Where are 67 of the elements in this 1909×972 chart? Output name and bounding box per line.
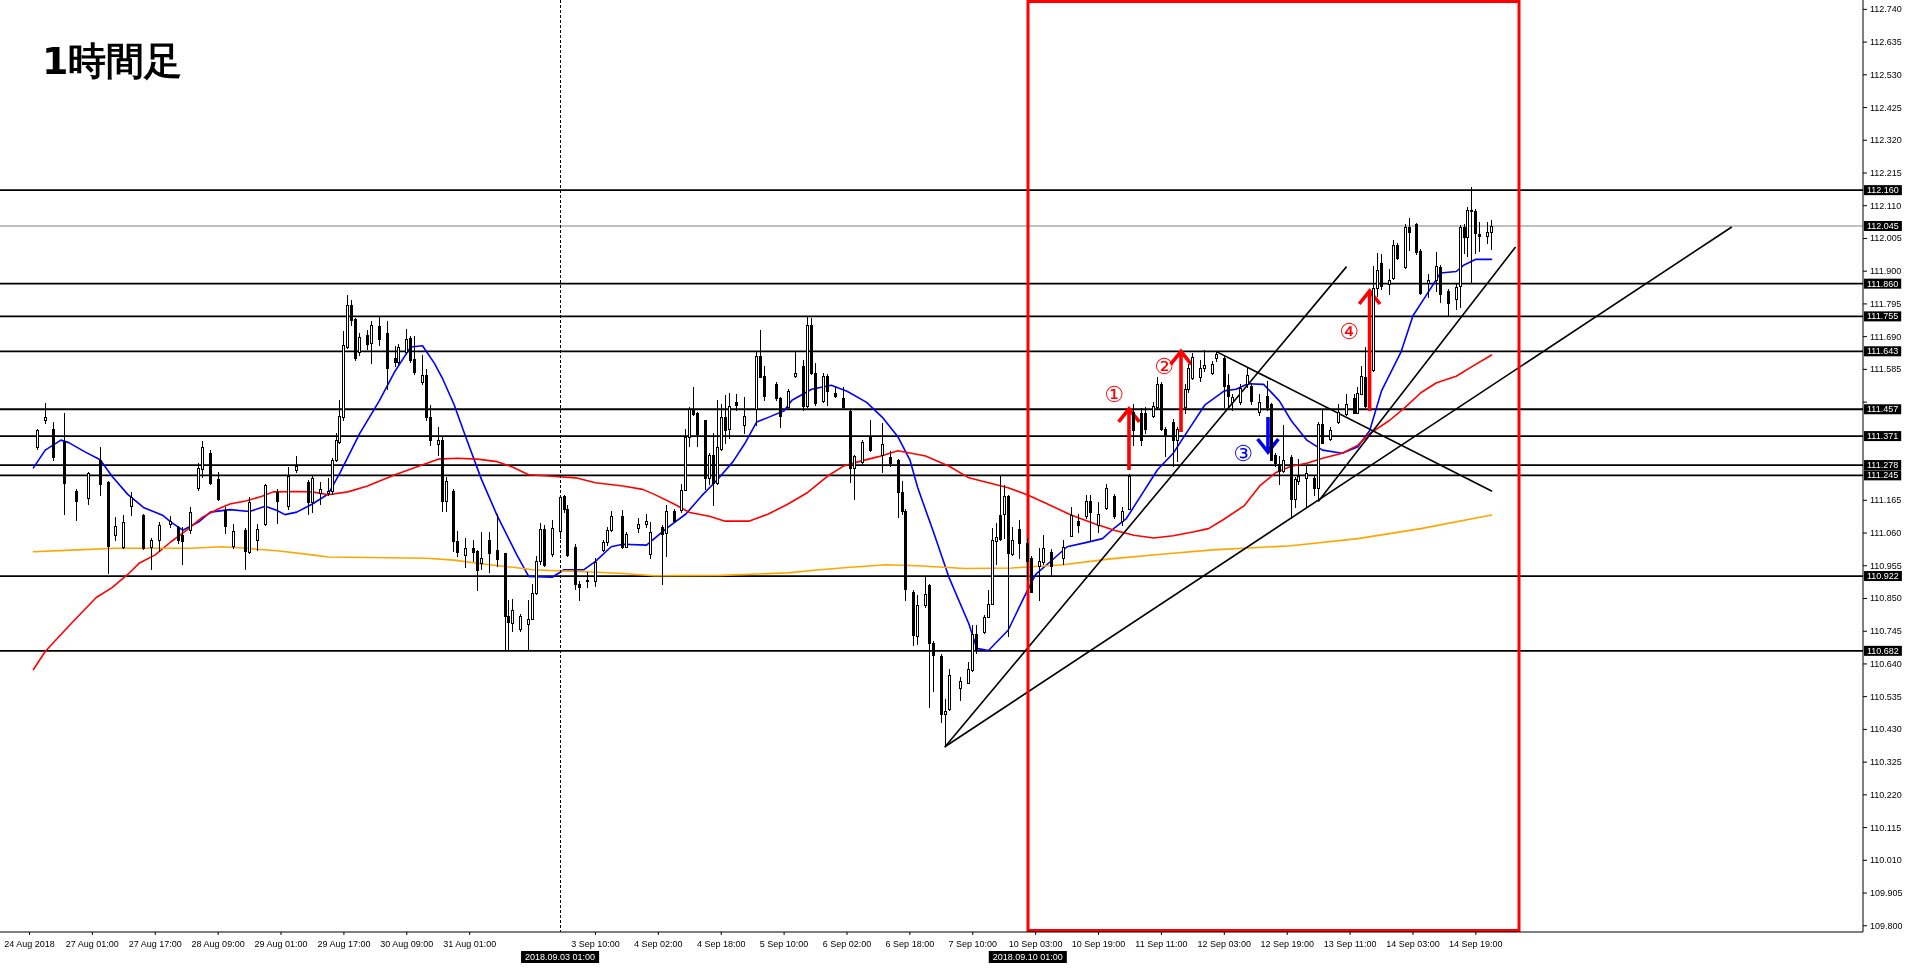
ref-line-label: 112.160 [1867, 185, 1899, 196]
x-tick-label: 4 Sep 18:00 [696, 939, 746, 949]
x-tick-label: 28 Aug 09:00 [191, 939, 245, 949]
y-tick-label: 112.635 [1870, 37, 1902, 48]
x-tick-label: 13 Sep 11:00 [1323, 939, 1377, 949]
x-tick-label: 6 Sep 18:00 [885, 939, 935, 949]
y-tick-label: 111.795 [1870, 298, 1902, 309]
ref-line-label: 111.860 [1867, 278, 1899, 289]
x-tick-label: 24 Aug 2018 [4, 939, 55, 949]
x-tick-label: 3 Sep 10:00 [571, 939, 620, 949]
text: 1時間足 [42, 39, 183, 83]
x-tick-label: 31 Aug 01:00 [443, 939, 497, 949]
x-tick-label: 11 Sep 11:00 [1135, 939, 1188, 949]
y-tick-label: 110.010 [1870, 855, 1902, 866]
x-tick-label: 29 Aug 01:00 [254, 939, 308, 949]
y-tick-label: 110.850 [1870, 593, 1902, 604]
x-tick-label: 10 Sep 19:00 [1071, 939, 1126, 949]
annotation: ③ [1233, 440, 1253, 466]
y-tick-label: 112.530 [1870, 69, 1902, 80]
y-tick-label: 111.900 [1870, 266, 1902, 277]
x-tick-label: 29 Aug 17:00 [317, 939, 371, 949]
y-tick-label: 112.740 [1870, 4, 1902, 15]
y-tick-label: 110.220 [1870, 789, 1902, 800]
x-tick-label: 4 Sep 02:00 [634, 939, 683, 949]
annotation: ② [1154, 353, 1174, 379]
x-tick-label: 10 Sep 03:00 [1008, 939, 1063, 949]
y-tick-label: 110.745 [1870, 626, 1902, 637]
y-tick-label: 112.110 [1870, 200, 1902, 211]
x-tick-label: 14 Sep 03:00 [1386, 939, 1440, 949]
ref-line-label: 111.643 [1867, 346, 1899, 357]
ref-line-label: 110.682 [1867, 645, 1899, 656]
y-tick-label: 110.325 [1870, 757, 1902, 768]
y-tick-label: 112.005 [1870, 233, 1902, 244]
y-tick-label: 112.425 [1870, 102, 1902, 113]
y-tick-label: 111.060 [1870, 528, 1902, 539]
x-tick-label: 27 Aug 17:00 [128, 939, 182, 949]
ref-line-label: 111.457 [1867, 404, 1899, 415]
x-tick-label: 2018.09.03 01:00 [525, 952, 596, 962]
ref-line-label: 110.922 [1867, 571, 1899, 582]
ref-line-label: 112.045 [1867, 220, 1899, 231]
y-tick-label: 109.905 [1870, 888, 1903, 899]
y-tick-label: 111.690 [1870, 331, 1902, 342]
ref-line-label: 111.245 [1867, 470, 1899, 481]
y-tick-label: 110.430 [1870, 724, 1902, 735]
y-tick-label: 110.115 [1870, 822, 1902, 833]
y-tick-label: 110.955 [1870, 560, 1902, 571]
x-tick-label: 6 Sep 02:00 [822, 939, 872, 949]
x-tick-label: 7 Sep 10:00 [948, 939, 998, 949]
ref-line-label: 111.371 [1867, 431, 1899, 442]
x-tick-label: 30 Aug 09:00 [380, 939, 434, 949]
y-tick-label: 109.800 [1870, 920, 1903, 931]
annotation: ④ [1339, 318, 1359, 344]
ref-line-label: 111.755 [1867, 311, 1899, 322]
y-tick-label: 110.535 [1870, 691, 1902, 702]
x-tick-label: 12 Sep 03:00 [1197, 939, 1252, 949]
ref-line-label: 111.278 [1867, 460, 1899, 471]
x-tick-label: 27 Aug 01:00 [65, 939, 119, 949]
x-tick-label: 5 Sep 10:00 [759, 939, 809, 949]
y-tick-label: 110.640 [1870, 658, 1902, 669]
annotation: ① [1104, 381, 1124, 407]
y-tick-label: 112.320 [1870, 135, 1902, 146]
x-tick-label: 14 Sep 19:00 [1449, 939, 1503, 949]
x-tick-label: 2018.09.10 01:00 [992, 952, 1063, 962]
y-tick-label: 111.585 [1870, 364, 1902, 375]
y-tick-label: 111.165 [1870, 495, 1902, 506]
y-tick-label: 112.215 [1870, 168, 1902, 178]
x-tick-label: 12 Sep 19:00 [1260, 939, 1314, 949]
